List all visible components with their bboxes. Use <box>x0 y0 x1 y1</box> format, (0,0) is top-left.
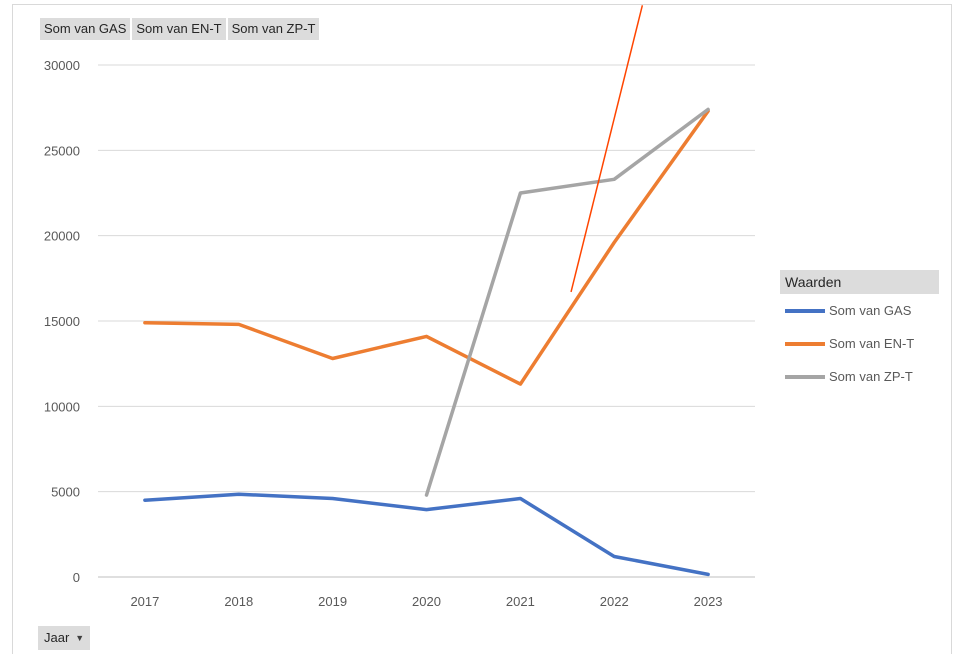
field-button-0[interactable]: Som van GAS <box>40 18 131 40</box>
y-tick-label-5: 25000 <box>44 143 80 158</box>
series-line-1[interactable] <box>143 109 710 386</box>
legend-item-1[interactable]: Som van EN-T <box>780 327 939 360</box>
legend-items: Som van GAS Som van EN-T Som van ZP-T <box>780 294 939 393</box>
legend-item-2[interactable]: Som van ZP-T <box>780 360 939 393</box>
axis-field-button[interactable]: Jaar ▼ <box>38 626 91 650</box>
field-button-1[interactable]: Som van EN-T <box>132 18 226 40</box>
x-tick-label-2: 2019 <box>318 594 347 609</box>
legend-label: Som van ZP-T <box>829 369 913 384</box>
series-line-2[interactable] <box>424 107 710 497</box>
x-tick-label-3: 2020 <box>412 594 441 609</box>
legend-header-button[interactable]: Waarden <box>780 270 939 294</box>
y-tick-label-1: 5000 <box>51 485 80 500</box>
x-tick-label-4: 2021 <box>506 594 535 609</box>
x-tick-label-0: 2017 <box>130 594 159 609</box>
field-button-2[interactable]: Som van ZP-T <box>227 18 320 40</box>
legend-swatch <box>785 341 825 346</box>
y-axis-tick-labels: 0 5000 10000 15000 20000 25000 30000 <box>44 58 80 585</box>
chart-frame <box>12 4 952 654</box>
y-tick-label-0: 0 <box>73 570 80 585</box>
legend-label: Som van EN-T <box>829 336 915 351</box>
x-axis-tick-labels: 2017 2018 2019 2020 2021 2022 2023 <box>130 594 722 609</box>
series-line-0[interactable] <box>143 492 710 577</box>
legend-swatch <box>785 374 825 379</box>
x-tick-label-5: 2022 <box>600 594 629 609</box>
chevron-down-icon: ▼ <box>75 633 85 643</box>
axis-field-label: Jaar <box>44 630 70 645</box>
y-tick-label-2: 10000 <box>44 399 80 414</box>
legend-swatch <box>785 308 825 313</box>
annotation-line-0 <box>570 5 644 293</box>
y-tick-label-3: 15000 <box>44 314 80 329</box>
gridlines <box>98 64 755 578</box>
legend-item-0[interactable]: Som van GAS <box>780 294 939 327</box>
x-tick-label-6: 2023 <box>694 594 723 609</box>
x-tick-label-1: 2018 <box>224 594 253 609</box>
legend: Waarden Som van GAS Som van EN-T Som van Z… <box>780 270 939 393</box>
series-lines <box>143 107 710 577</box>
y-tick-label-6: 30000 <box>44 58 80 73</box>
value-field-buttons: Som van GAS Som van EN-T Som van ZP-T <box>40 18 320 40</box>
legend-label: Som van GAS <box>829 303 912 318</box>
y-tick-label-4: 20000 <box>44 229 80 244</box>
annotations <box>570 5 644 293</box>
